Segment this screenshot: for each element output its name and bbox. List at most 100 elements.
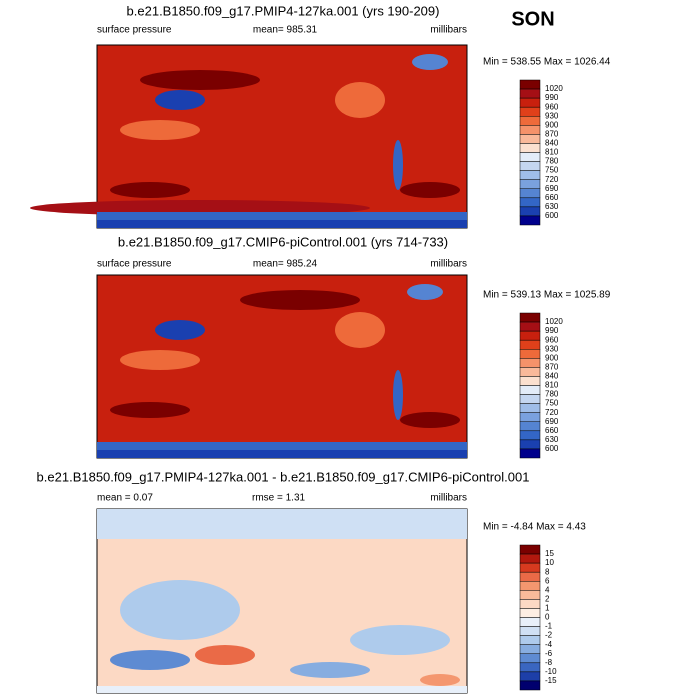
- map-region: [400, 182, 460, 198]
- map-region: [290, 662, 370, 678]
- map-region: [120, 120, 200, 140]
- colorbar-box: [519, 544, 541, 555]
- colorbar-label: 1020: [545, 317, 563, 326]
- colorbar-box: [519, 571, 541, 582]
- panel-title: b.e21.B1850.f09_g17.PMIP4-127ka.001 (yrs…: [127, 3, 440, 18]
- colorbar-label: 840: [545, 372, 559, 381]
- map-region: [400, 412, 460, 428]
- right-string: millibars: [430, 259, 467, 270]
- colorbar-box: [519, 134, 541, 144]
- map-region: [412, 54, 448, 70]
- colorbar-box: [519, 197, 541, 208]
- map: [30, 44, 468, 229]
- colorbar-box: [519, 321, 541, 332]
- map-region: [97, 686, 467, 693]
- panel-title: b.e21.B1850.f09_g17.PMIP4-127ka.001 - b.…: [37, 469, 530, 484]
- map-region: [335, 82, 385, 118]
- colorbar-label: 930: [545, 111, 559, 120]
- colorbar-label: 720: [545, 175, 559, 184]
- colorbar-box: [519, 671, 541, 682]
- colorbar-box: [519, 143, 541, 153]
- colorbar-label: 870: [545, 129, 559, 138]
- colorbar-label: 960: [545, 102, 559, 111]
- colorbar-box: [519, 349, 541, 359]
- colorbar-label: 6: [545, 576, 550, 585]
- map-region: [155, 320, 205, 340]
- colorbar-label: 930: [545, 344, 559, 353]
- colorbar-label: -4: [545, 640, 553, 649]
- season-label: SON: [511, 8, 554, 30]
- map-region: [155, 90, 205, 110]
- colorbar-box: [519, 590, 541, 600]
- map-region: [240, 290, 360, 310]
- colorbar-label: 870: [545, 362, 559, 371]
- colorbar-label: 600: [545, 211, 559, 220]
- colorbar-box: [519, 644, 541, 654]
- colorbar-box: [519, 170, 541, 180]
- colorbar-box: [519, 125, 541, 135]
- colorbar-label: 690: [545, 184, 559, 193]
- colorbar-label: 600: [545, 444, 559, 453]
- colorbar-label: 630: [545, 202, 559, 211]
- colorbar-label: -8: [545, 658, 553, 667]
- colorbar-label: 15: [545, 549, 554, 558]
- map-region: [407, 284, 443, 300]
- colorbar-label: 0: [545, 613, 550, 622]
- colorbar-box: [519, 161, 541, 171]
- colorbar-box: [519, 680, 541, 691]
- colorbar-box: [519, 403, 541, 413]
- colorbar-label: 810: [545, 381, 559, 390]
- colorbar-box: [519, 385, 541, 395]
- colorbar-label: 1: [545, 604, 550, 613]
- colorbar-box: [519, 439, 541, 450]
- colorbar-box: [519, 367, 541, 377]
- colorbar-box: [519, 358, 541, 368]
- colorbar-label: -1: [545, 622, 553, 631]
- colorbar-label: 990: [545, 93, 559, 102]
- colorbar-box: [519, 626, 541, 636]
- map-region: [97, 450, 467, 458]
- colorbar-box: [519, 106, 541, 117]
- colorbar-box: [519, 152, 541, 162]
- map-region: [120, 580, 240, 640]
- colorbar-box: [519, 339, 541, 350]
- colorbar-box: [519, 179, 541, 189]
- map-region: [393, 370, 403, 420]
- min-max: Min = 538.55 Max = 1026.44: [483, 57, 611, 68]
- map-region: [97, 220, 467, 228]
- center-string: rmse = 1.31: [252, 493, 306, 504]
- panel-title: b.e21.B1850.f09_g17.CMIP6-piControl.001 …: [118, 234, 448, 249]
- left-string: surface pressure: [97, 25, 172, 36]
- colorbar-label: 780: [545, 390, 559, 399]
- left-string: surface pressure: [97, 259, 172, 270]
- map-region: [110, 182, 190, 198]
- colorbar-box: [519, 599, 541, 609]
- colorbar-box: [519, 553, 541, 564]
- colorbar-box: [519, 394, 541, 404]
- map-region: [195, 645, 255, 665]
- colorbar-label: 810: [545, 148, 559, 157]
- map-region: [97, 509, 467, 539]
- colorbar-box: [519, 188, 541, 199]
- map: [96, 508, 468, 694]
- colorbar-box: [519, 412, 541, 422]
- map-region: [110, 650, 190, 670]
- map: [96, 274, 468, 459]
- colorbar-label: 1020: [545, 84, 563, 93]
- colorbar-box: [519, 662, 541, 673]
- map-region: [335, 312, 385, 348]
- colorbar-box: [519, 312, 541, 323]
- colorbar-box: [519, 430, 541, 441]
- colorbar-label: 990: [545, 326, 559, 335]
- colorbar-label: 900: [545, 353, 559, 362]
- colorbar-label: -15: [545, 676, 557, 685]
- map-region: [420, 674, 460, 686]
- colorbar-label: 750: [545, 166, 559, 175]
- colorbar-label: 660: [545, 426, 559, 435]
- colorbar-box: [519, 215, 541, 226]
- colorbar-box: [519, 330, 541, 341]
- colorbar-box: [519, 635, 541, 645]
- colorbar-box: [519, 421, 541, 432]
- right-string: millibars: [430, 25, 467, 36]
- colorbar-label: 2: [545, 594, 550, 603]
